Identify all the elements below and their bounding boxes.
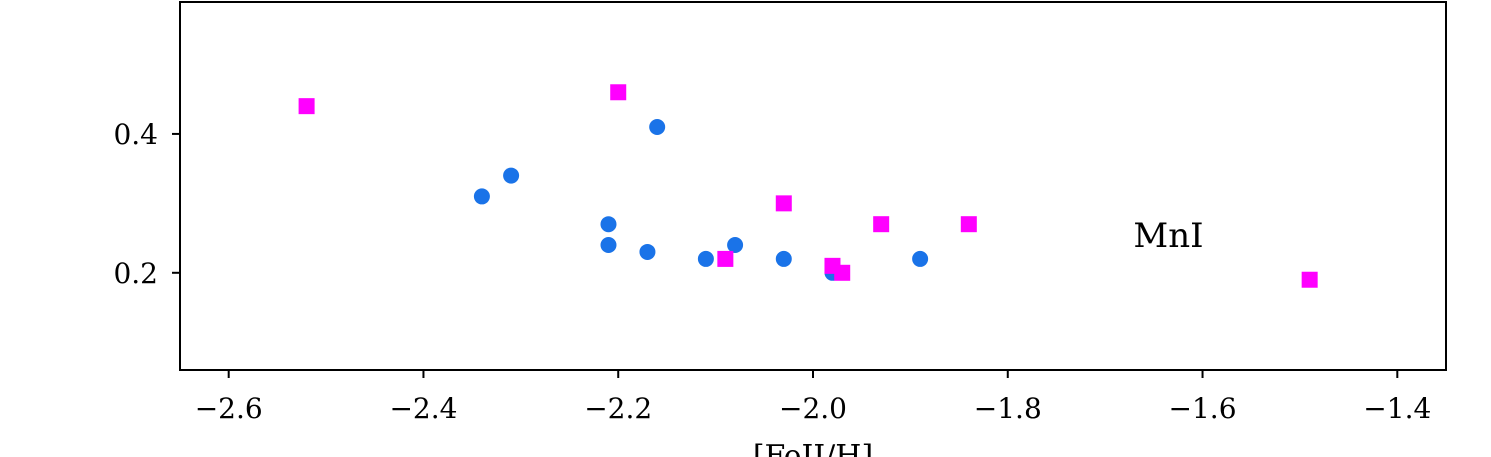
x-axis-label: [FeII/H] [753, 439, 873, 457]
circle-marker [912, 250, 929, 267]
axis-ticks: −2.6 −2.4 −2.2 −2.0 −1.8 −1.6 −1.4 0.2 0.4 [113, 118, 1431, 425]
square-marker [873, 216, 890, 233]
circle-marker [639, 243, 656, 260]
circle-marker [775, 250, 792, 267]
square-marker [960, 216, 977, 233]
circle-marker [473, 188, 490, 205]
circle-marker [503, 167, 520, 184]
x-tick-label: −2.4 [389, 392, 457, 425]
circle-marker [697, 250, 714, 267]
y-tick-label: 0.2 [113, 257, 158, 290]
square-marker [834, 264, 851, 281]
x-tick-label: −1.4 [1363, 392, 1431, 425]
x-tick-label: −2.6 [195, 392, 263, 425]
circle-marker [727, 237, 744, 254]
circle-marker [600, 237, 617, 254]
square-marker [717, 250, 734, 267]
circle-marker [649, 118, 666, 135]
y-tick-label: 0.4 [113, 118, 158, 151]
axes-frame [179, 1, 1447, 371]
square-marker [298, 98, 315, 115]
x-tick-label: −1.6 [1169, 392, 1237, 425]
annotation-label: MnI [1133, 216, 1203, 256]
plot-area [298, 84, 1318, 288]
square-marker [1301, 271, 1318, 288]
circle-marker [600, 216, 617, 233]
square-marker [775, 195, 792, 212]
x-tick-label: −2.0 [779, 392, 847, 425]
x-tick-label: −1.8 [974, 392, 1042, 425]
x-tick-label: −2.2 [584, 392, 652, 425]
square-marker [610, 84, 627, 101]
